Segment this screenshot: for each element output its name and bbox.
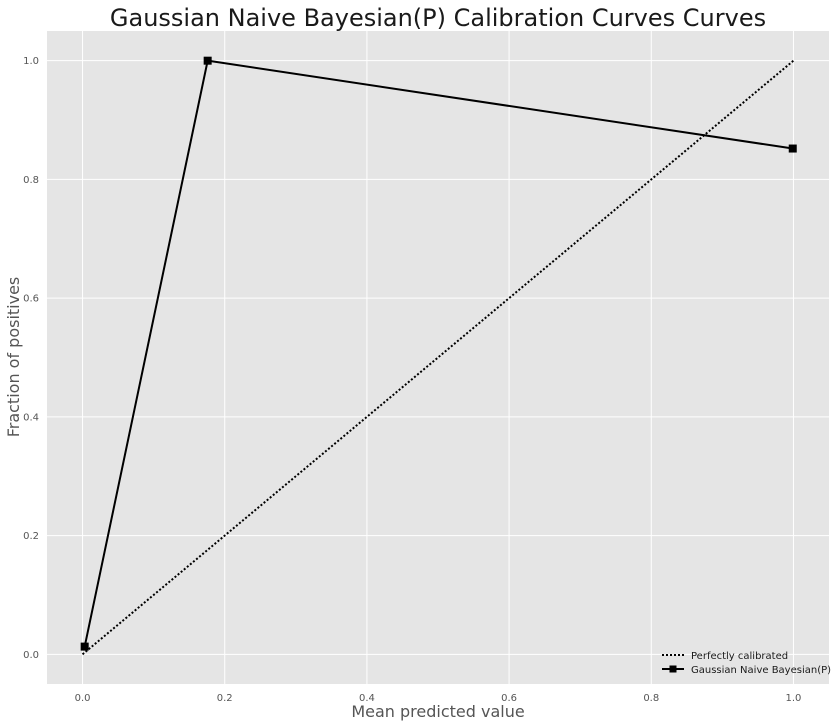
x-tick-label: 0.4 [359, 693, 375, 704]
x-tick-label: 0.0 [75, 693, 91, 704]
x-axis-label: Mean predicted value [351, 702, 524, 721]
plot-area [47, 31, 829, 684]
legend: Perfectly calibrated Gaussian Naive Baye… [662, 651, 831, 676]
legend-entry-perfectly-calibrated: Perfectly calibrated [662, 651, 788, 662]
y-tick-label: 0.8 [23, 175, 39, 186]
x-tick-label: 0.8 [643, 693, 659, 704]
data-point-marker [788, 144, 797, 153]
y-tick-label: 0.2 [23, 531, 39, 542]
data-point-marker [80, 642, 89, 651]
legend-entry-gaussian-naive-bayesian: Gaussian Naive Bayesian(P) [662, 665, 831, 676]
y-tick-label: 1.0 [23, 56, 39, 67]
y-tick-label: 0.6 [23, 294, 39, 305]
legend-marker-square [669, 665, 677, 673]
legend-label-perfectly-calibrated: Perfectly calibrated [691, 651, 788, 662]
data-point-marker [203, 56, 212, 65]
y-tick-label: 0.4 [23, 412, 39, 423]
grid-lines [47, 31, 829, 684]
tick-labels: 0.0 0.2 0.4 0.6 0.8 1.0 0.0 0.2 0.4 0.6 0.8 1.0 [23, 56, 801, 704]
y-axis-label: Fraction of positives [4, 277, 23, 438]
y-tick-label: 0.0 [23, 650, 39, 661]
x-tick-label: 0.6 [501, 693, 517, 704]
x-tick-label: 1.0 [786, 693, 802, 704]
x-tick-label: 0.2 [217, 693, 233, 704]
chart-title: Gaussian Naive Bayesian(P) Calibration C… [110, 4, 766, 32]
series-layer [80, 56, 797, 656]
legend-label-gaussian-naive-bayesian: Gaussian Naive Bayesian(P) [691, 665, 831, 676]
